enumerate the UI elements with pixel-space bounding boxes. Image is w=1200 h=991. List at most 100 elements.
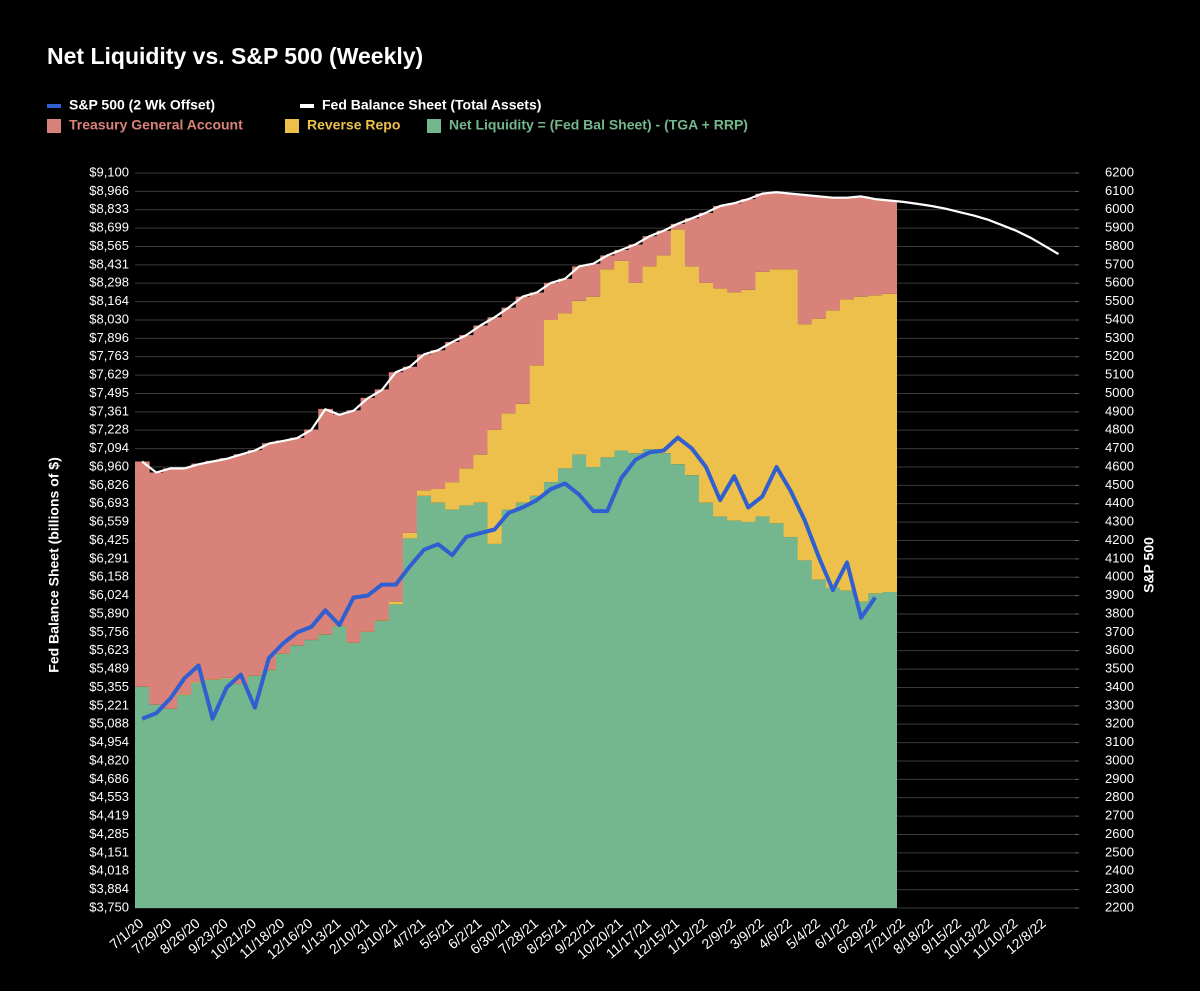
y2-tick-label: 3500 (1105, 661, 1134, 676)
bar-segment (811, 318, 827, 580)
bar-segment (445, 509, 460, 908)
y2-tick-label: 4400 (1105, 495, 1134, 510)
bar-segment (417, 354, 432, 491)
bar-segment (487, 317, 503, 430)
bar-segment (670, 464, 686, 908)
bar-segment (219, 678, 235, 908)
bar-segment (741, 199, 756, 290)
bar-segment (656, 255, 672, 454)
bar-segment (402, 366, 418, 533)
bar-segment (135, 686, 150, 908)
bar-segment (614, 450, 630, 908)
bar-segment (135, 461, 150, 687)
bar-segment (727, 292, 742, 521)
bar-segment (769, 523, 785, 908)
y-tick-label: $3,750 (89, 899, 129, 914)
y-tick-label: $8,030 (89, 311, 129, 326)
legend-swatch (427, 119, 441, 133)
bar-segment (233, 454, 249, 684)
y-tick-label: $6,425 (89, 532, 129, 547)
y2-tick-label: 4600 (1105, 458, 1134, 473)
y-tick-label: $4,686 (89, 771, 129, 786)
bar-segment (487, 543, 503, 908)
bar-segment (713, 205, 728, 289)
bar-segment (431, 488, 446, 503)
bar-segment (163, 468, 178, 709)
bar-segment (811, 196, 827, 319)
bar-segment (191, 682, 207, 908)
bars (135, 192, 897, 908)
bar-segment (882, 293, 897, 593)
bar-segment (332, 414, 348, 626)
bar-segment (177, 695, 192, 908)
bar-segment (360, 631, 376, 908)
y2-tick-label: 2600 (1105, 826, 1134, 841)
y2-tick-label: 5200 (1105, 348, 1134, 363)
bar-segment (783, 537, 799, 908)
y-tick-label: $7,896 (89, 330, 129, 345)
y2-tick-label: 3200 (1105, 716, 1134, 731)
bar-segment (388, 604, 404, 908)
bar-segment (656, 230, 672, 256)
bar-segment (529, 495, 545, 908)
bar-segment (840, 299, 855, 591)
y-tick-label: $5,088 (89, 716, 129, 731)
bar-segment (388, 372, 404, 602)
y-tick-label: $8,164 (89, 293, 129, 308)
bar-segment (628, 244, 644, 283)
y-tick-label: $7,629 (89, 367, 129, 382)
bar-segment (261, 670, 277, 908)
bar-segment (769, 269, 785, 524)
bar-segment (572, 300, 587, 455)
bar-segment (727, 203, 742, 293)
y-tick-label: $5,355 (89, 679, 129, 694)
bar-segment (713, 288, 728, 517)
bar-segment (445, 482, 460, 510)
y2-tick-label: 3600 (1105, 642, 1134, 657)
y2-tick-label: 3100 (1105, 734, 1134, 749)
bar-segment (614, 260, 630, 451)
bar-segment (515, 502, 531, 908)
bar-segment (699, 502, 714, 908)
y-tick-label: $5,756 (89, 624, 129, 639)
bar-segment (318, 408, 333, 635)
y-tick-label: $6,693 (89, 495, 129, 510)
bar-segment (473, 454, 489, 503)
bar-segment (149, 472, 164, 705)
y2-tick-label: 4900 (1105, 403, 1134, 418)
bar-segment (572, 266, 587, 301)
bar-segment (727, 520, 742, 908)
bar-segment (797, 324, 813, 561)
bar-segment (586, 467, 601, 908)
y-tick-label: $4,419 (89, 808, 129, 823)
y2-tick-label: 3800 (1105, 605, 1134, 620)
bar-segment (558, 468, 573, 908)
y-tick-label: $4,285 (89, 826, 129, 841)
bar-segment (459, 505, 474, 908)
y-tick-label: $7,361 (89, 403, 129, 418)
bar-segment (628, 282, 644, 454)
bar-segment (755, 516, 771, 908)
bar-segment (247, 450, 263, 676)
y-tick-label: $7,763 (89, 348, 129, 363)
bar-segment (529, 292, 545, 366)
y2-tick-label: 4000 (1105, 569, 1134, 584)
bar-segment (191, 682, 207, 683)
bar-segment (684, 266, 700, 476)
bar-segment (515, 296, 531, 404)
bar-segment (840, 590, 855, 908)
y2-tick-label: 5500 (1105, 293, 1134, 308)
bar-segment (882, 200, 897, 294)
y-tick-label: $6,826 (89, 477, 129, 492)
bar-segment (247, 675, 263, 908)
y2-tick-label: 2800 (1105, 789, 1134, 804)
bar-segment (431, 350, 446, 489)
y-tick-label: $4,018 (89, 863, 129, 878)
y-tick-label: $6,024 (89, 587, 129, 602)
bar-segment (642, 236, 658, 267)
bar-segment (699, 282, 714, 503)
bar-segment (487, 429, 503, 544)
y2-tick-label: 2500 (1105, 844, 1134, 859)
bar-segment (600, 255, 615, 270)
